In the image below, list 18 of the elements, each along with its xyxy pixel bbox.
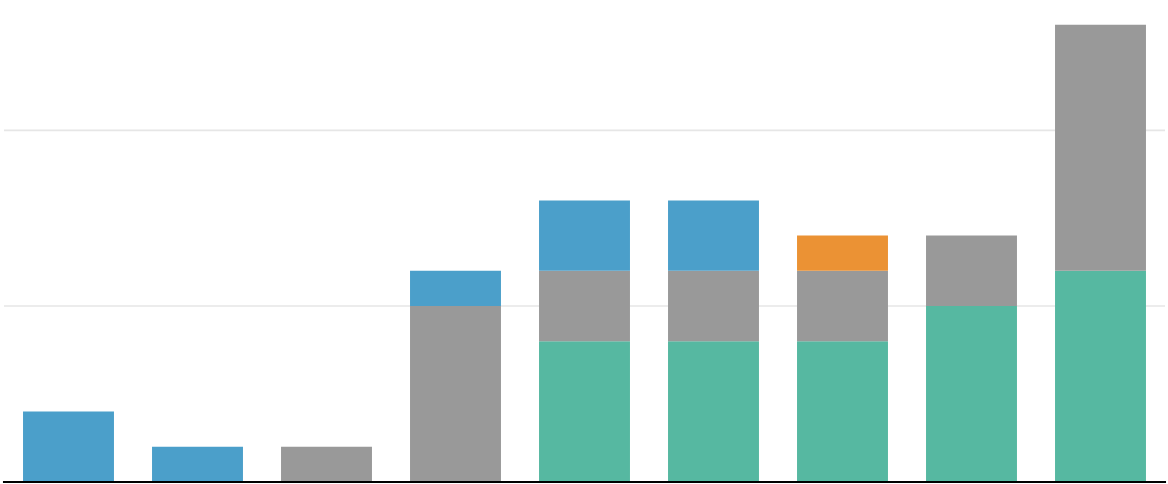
bar [281,446,372,482]
bar [668,341,759,482]
bar [1055,24,1146,271]
bar [539,341,630,482]
bar [797,235,888,271]
bar [797,341,888,482]
bar [797,270,888,342]
bar [668,200,759,271]
bar [539,270,630,342]
bar [926,306,1017,482]
bar [410,270,501,306]
bar [410,306,501,482]
bar [926,235,1017,306]
bar [152,446,243,482]
bar [23,411,114,482]
bar [1055,270,1146,482]
bar [539,200,630,271]
bar [668,270,759,342]
